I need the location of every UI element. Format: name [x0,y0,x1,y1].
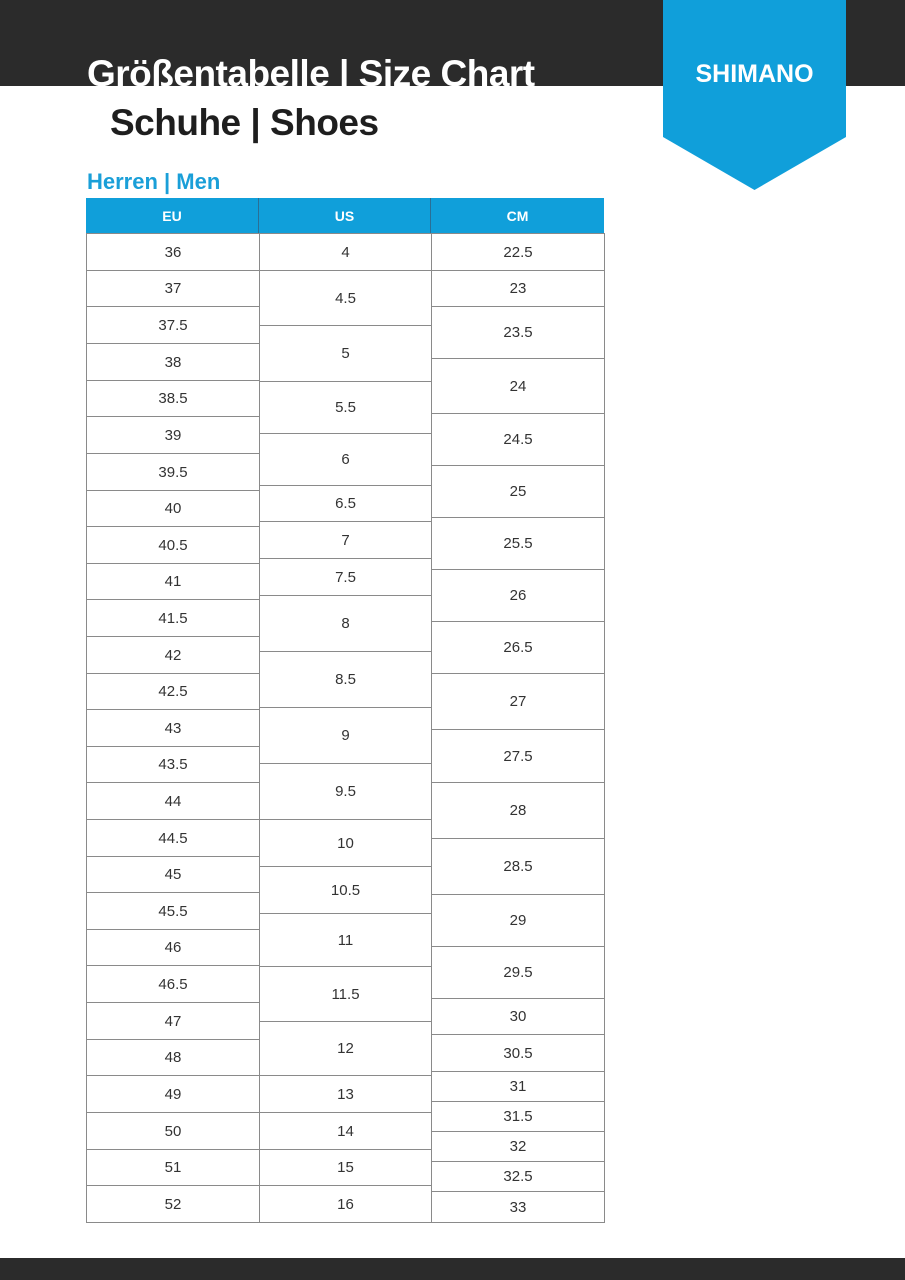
table-cell-eu: 42.5 [86,673,260,710]
size-table: EU US CM 36 37 37.5 38 38.5 39 39.5 40 40.5 41 41.… [86,198,605,1223]
table-cell-cm: 26 [431,569,605,622]
table-cell-eu: 39.5 [86,453,260,491]
table-cell-eu: 47 [86,1002,260,1040]
table-cell-eu: 46.5 [86,965,260,1003]
page-subtitle: Schuhe | Shoes [110,102,379,143]
table-cell-eu: 50 [86,1112,260,1150]
table-cell-eu: 43 [86,709,260,747]
table-cell-us: 8 [259,595,432,652]
table-cell-us: 6 [259,433,432,486]
table-cell-eu: 40 [86,490,260,527]
table-cell-eu: 39 [86,416,260,454]
table-cell-cm: 26.5 [431,621,605,674]
table-cell-cm: 25 [431,465,605,518]
table-cell-us: 5 [259,325,432,382]
table-cell-eu: 40.5 [86,526,260,564]
column-header-us: US [259,198,431,233]
brand-logo-text: SHIMANO [695,60,814,88]
table-cell-us: 14 [259,1112,432,1150]
table-cell-us: 5.5 [259,381,432,434]
table-cell-cm: 32 [431,1131,605,1162]
table-cell-cm: 29 [431,894,605,947]
table-cell-eu: 44 [86,782,260,820]
table-cell-us: 10.5 [259,866,432,914]
table-cell-eu: 46 [86,929,260,966]
table-cell-eu: 43.5 [86,746,260,783]
section-title: Herren | Men [87,169,221,194]
table-cell-eu: 37 [86,270,260,307]
table-cell-eu: 45 [86,856,260,893]
table-cell-cm: 31 [431,1071,605,1102]
table-cell-cm: 24.5 [431,413,605,466]
table-cell-cm: 28.5 [431,838,605,895]
table-cell-us: 11 [259,913,432,967]
table-cell-eu: 49 [86,1075,260,1113]
table-cell-cm: 32.5 [431,1161,605,1192]
table-cell-cm: 31.5 [431,1101,605,1132]
column-header-eu: EU [86,198,259,233]
column-header-cm: CM [431,198,604,233]
table-cell-eu: 42 [86,636,260,674]
table-cell-eu: 51 [86,1149,260,1186]
table-cell-cm: 25.5 [431,517,605,570]
table-cell-cm: 24 [431,358,605,414]
table-cell-cm: 30 [431,998,605,1035]
table-cell-cm: 27.5 [431,729,605,783]
table-cell-cm: 27 [431,673,605,730]
table-cell-eu: 48 [86,1039,260,1076]
table-cell-us: 6.5 [259,485,432,522]
table-cell-cm: 30.5 [431,1034,605,1072]
table-cell-eu: 41 [86,563,260,600]
table-cell-us: 4 [259,233,432,271]
table-cell-cm: 23.5 [431,306,605,359]
table-cell-eu: 36 [86,233,260,271]
table-cell-cm: 33 [431,1191,605,1223]
table-cell-eu: 37.5 [86,306,260,344]
table-cell-us: 7.5 [259,558,432,596]
table-cell-us: 15 [259,1149,432,1186]
table-cell-eu: 38 [86,343,260,381]
table-cell-eu: 45.5 [86,892,260,930]
table-cell-cm: 23 [431,270,605,307]
bottom-bar [0,1258,905,1280]
table-cell-us: 12 [259,1021,432,1076]
table-cell-cm: 28 [431,782,605,839]
table-cell-eu: 44.5 [86,819,260,857]
table-cell-us: 11.5 [259,966,432,1022]
table-cell-us: 9.5 [259,763,432,820]
table-cell-us: 7 [259,521,432,559]
table-cell-us: 9 [259,707,432,764]
table-cell-us: 10 [259,819,432,867]
table-cell-eu: 38.5 [86,380,260,417]
page-title: Größentabelle | Size Chart [87,53,535,86]
table-cell-us: 13 [259,1075,432,1113]
table-cell-us: 16 [259,1185,432,1223]
brand-logo-banner [663,0,846,190]
table-cell-eu: 41.5 [86,599,260,637]
table-cell-eu: 52 [86,1185,260,1223]
table-cell-us: 8.5 [259,651,432,708]
table-cell-cm: 29.5 [431,946,605,999]
table-cell-us: 4.5 [259,270,432,326]
table-cell-cm: 22.5 [431,233,605,271]
